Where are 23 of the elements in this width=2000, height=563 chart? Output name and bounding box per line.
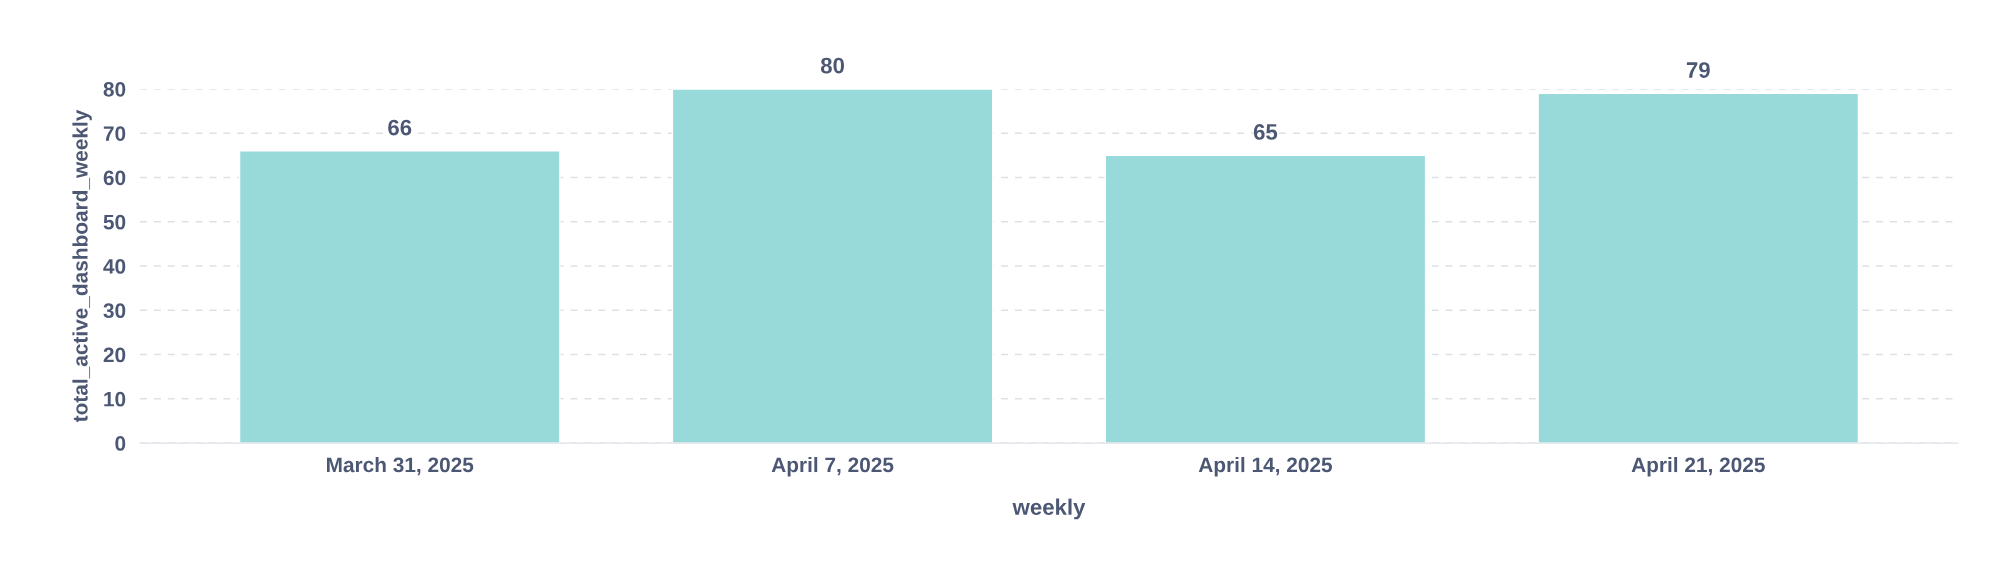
y-tick-label: 20 — [103, 347, 126, 363]
x-tick-label: March 31, 2025 — [326, 456, 474, 476]
y-tick-label: 40 — [103, 259, 126, 274]
x-tick-label: April 7, 2025 — [771, 456, 894, 477]
data-label: 80 — [820, 57, 845, 74]
data-label: 66 — [388, 119, 412, 136]
x-axis-title: weekly — [1012, 498, 1086, 520]
y-tick-label: 60 — [103, 170, 126, 186]
y-tick-label: 0 — [115, 436, 126, 451]
y-tick-label: 10 — [104, 391, 126, 407]
bar — [1537, 92, 1860, 444]
bar — [238, 150, 561, 444]
y-tick-label: 70 — [103, 126, 126, 141]
bar — [1104, 154, 1427, 444]
x-tick-label: April 21, 2025 — [1631, 456, 1765, 477]
data-label: 79 — [1686, 62, 1710, 78]
y-axis-title: total_active_dashboard_weekly — [72, 109, 92, 423]
y-tick-label: 50 — [103, 214, 126, 230]
x-tick-label: April 14, 2025 — [1198, 456, 1333, 477]
y-tick-label: 80 — [103, 81, 126, 97]
data-label: 65 — [1253, 124, 1278, 140]
y-tick-label: 30 — [103, 303, 126, 319]
bar — [671, 88, 994, 444]
